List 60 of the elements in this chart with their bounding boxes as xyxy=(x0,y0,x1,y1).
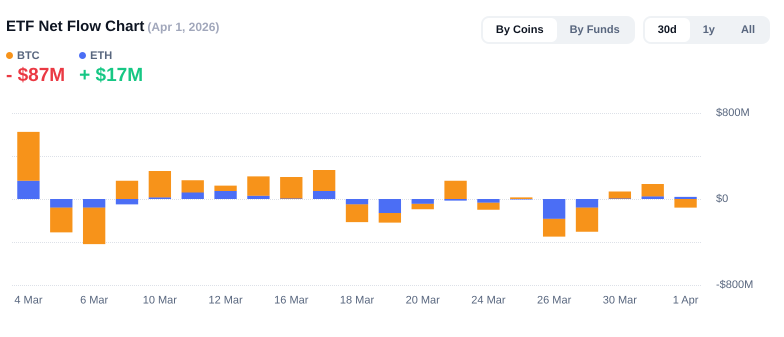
bar xyxy=(82,199,106,208)
bar xyxy=(576,208,598,232)
bar xyxy=(17,180,40,199)
bar xyxy=(346,204,368,222)
bar xyxy=(182,192,204,199)
x-tick-label: 6 Mar xyxy=(80,294,109,306)
bar xyxy=(50,208,72,232)
bar xyxy=(608,191,632,198)
bar xyxy=(182,180,204,193)
y-tick-label: $800M xyxy=(716,107,750,119)
bar xyxy=(82,208,106,244)
bar xyxy=(444,180,467,199)
x-tick-label: 4 Mar xyxy=(14,294,43,306)
bar xyxy=(378,199,402,213)
bar xyxy=(247,196,270,199)
text: - $87M xyxy=(6,65,66,87)
bar xyxy=(312,170,336,191)
text: All xyxy=(740,23,756,38)
y-tick-label: -$800M xyxy=(716,279,754,291)
bar xyxy=(148,171,172,198)
y-tick-label: $0 xyxy=(716,193,728,205)
bar xyxy=(674,199,697,208)
bar xyxy=(542,218,566,237)
bar xyxy=(116,180,138,199)
x-tick-label: 10 Mar xyxy=(142,294,178,306)
bar xyxy=(214,190,237,199)
bar xyxy=(477,199,500,203)
bar xyxy=(378,212,402,223)
legend-label: ETH xyxy=(89,50,114,62)
bar xyxy=(642,196,664,199)
bar xyxy=(412,204,434,210)
x-tick-label: 20 Mar xyxy=(406,294,440,306)
text: By Funds xyxy=(568,23,621,38)
bar xyxy=(412,199,434,204)
x-tick-label: 30 Mar xyxy=(602,294,638,306)
bar xyxy=(17,132,40,181)
x-tick-label: 1 Apr xyxy=(672,294,699,306)
x-tick-label: 24 Mar xyxy=(471,294,506,306)
bar xyxy=(280,176,302,198)
bar xyxy=(576,199,598,208)
bar xyxy=(214,186,237,191)
legend-label: BTC xyxy=(16,50,41,62)
text: 1y xyxy=(702,23,716,38)
x-tick-label: 18 Mar xyxy=(340,294,374,306)
x-tick-label: 26 Mar xyxy=(537,294,572,306)
chart-subtitle: (Apr 1, 2026) xyxy=(147,20,220,34)
bar xyxy=(477,202,500,210)
bar xyxy=(50,199,72,208)
chart-title: ETF Net Flow Chart xyxy=(6,18,144,35)
text: + $17M xyxy=(79,65,144,87)
bar xyxy=(116,199,138,204)
bar xyxy=(312,190,336,199)
x-tick-label: 16 Mar xyxy=(274,294,309,306)
bar xyxy=(346,199,368,204)
text: 30d xyxy=(644,18,690,42)
bar xyxy=(542,199,566,219)
text: By Coins xyxy=(482,18,557,42)
bar xyxy=(642,184,664,196)
bar xyxy=(247,176,270,196)
x-tick-label: 12 Mar xyxy=(208,294,244,306)
